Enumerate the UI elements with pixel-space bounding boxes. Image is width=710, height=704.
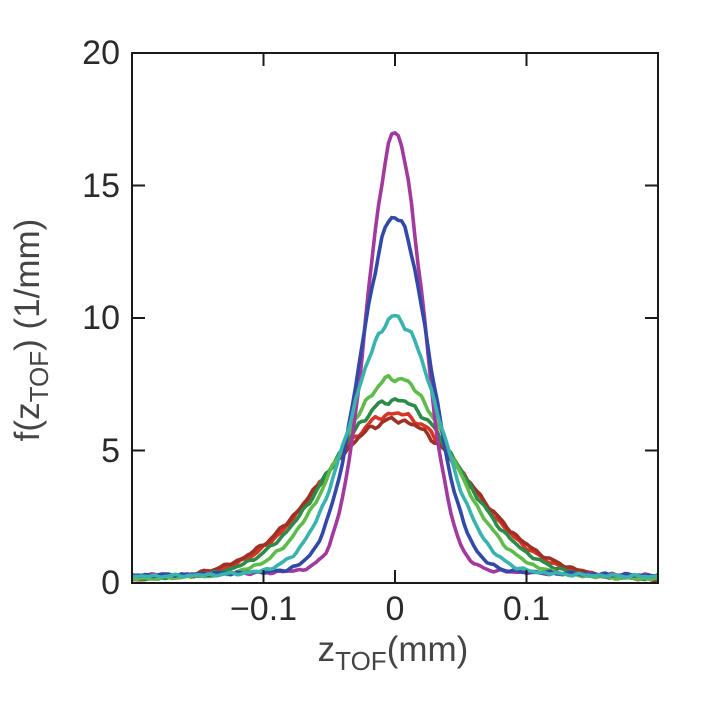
curve-magenta-narrowest-peak-17 [133,131,657,579]
x-axis-label-text: z [317,630,336,669]
curve-red-wide-peak-6.4 [133,411,657,582]
curve-dark-green-peak-6.9 [133,397,657,582]
x-axis-label-subscript: TOF [335,646,387,676]
y-axis-label-subscript: TOF [24,350,54,403]
x-tick-label-0.1: 0.1 [502,590,551,628]
y-tick-label-0: 0 [101,564,120,602]
curve-light-green-peak-7.75 [133,373,657,581]
y-tick-label-10: 10 [82,299,120,337]
y-tick-label-15: 15 [82,166,120,205]
x-tick-label-0: 0 [385,590,405,628]
y-tick-label-5: 5 [101,431,120,470]
curve-teal-peak-10 [133,313,657,579]
x-tick-label--0.1: −0.1 [229,590,298,628]
curves-group [133,131,657,582]
curve-dark-red-widest-peak-6.15 [133,415,657,582]
y-tick-label-20: 20 [82,34,120,72]
x-axis-label: zTOF(mm) [317,630,469,676]
curve-blue-peak-13.9 [133,215,657,579]
x-axis-label-units: (mm) [386,630,469,669]
